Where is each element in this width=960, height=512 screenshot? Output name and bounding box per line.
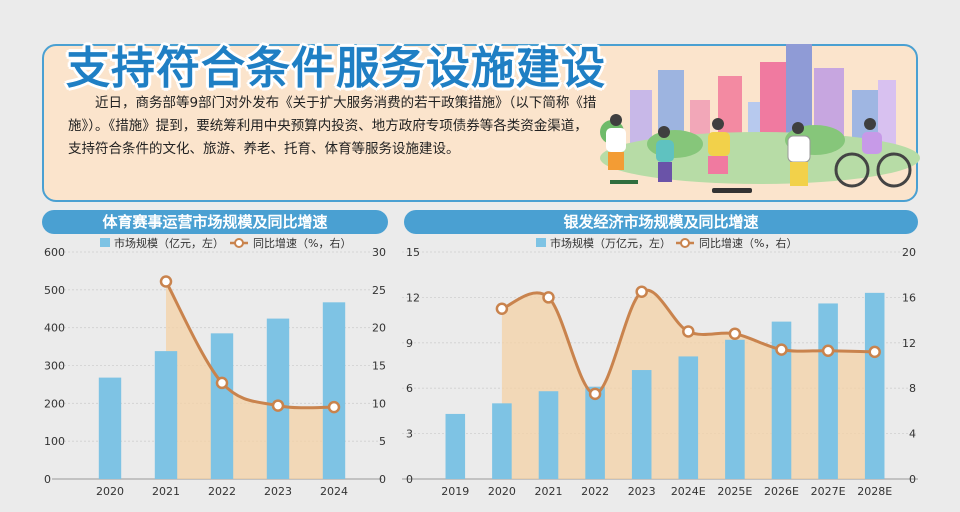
chart-title: 体育赛事运营市场规模及同比增速 (42, 210, 388, 234)
y-right-tick-label: 20 (902, 246, 916, 259)
bar (266, 318, 290, 479)
bar (678, 356, 699, 479)
y-left-tick-label: 6 (406, 382, 413, 395)
growth-point (327, 400, 341, 414)
y-left-tick-label: 400 (44, 322, 65, 335)
bar (210, 333, 234, 479)
y-right-tick-label: 0 (379, 473, 386, 486)
x-tick-label: 2020 (488, 485, 516, 498)
x-tick-label: 2022 (208, 485, 236, 498)
x-tick-label: 2022 (581, 485, 609, 498)
y-right-tick-label: 5 (379, 435, 386, 448)
x-tick-label: 2026E (764, 485, 799, 498)
x-tick-label: 2027E (811, 485, 846, 498)
y-left-tick-label: 300 (44, 360, 65, 373)
x-tick-label: 2025E (717, 485, 752, 498)
growth-point (495, 302, 509, 315)
x-tick-label: 2021 (535, 485, 563, 498)
y-right-tick-label: 15 (372, 360, 386, 373)
bar (585, 386, 605, 479)
y-right-tick-label: 30 (372, 246, 386, 259)
y-left-tick-label: 200 (44, 397, 65, 410)
silver-economy-chart-plot: 0 3 6 9 12 15 0 4 8 12 16 20 2019 2020 2021 2022 2023 202… (402, 236, 918, 498)
x-tick-label: 2023 (264, 485, 292, 498)
legend-bar-swatch (536, 238, 546, 247)
y-left-tick-label: 0 (44, 473, 51, 486)
growth-point (728, 327, 742, 340)
bar (631, 370, 652, 479)
y-left-tick-label: 12 (406, 291, 420, 304)
legend-bar-label: 市场规模（亿元，左） (114, 236, 224, 250)
y-left-tick-label: 9 (406, 337, 413, 350)
y-right-tick-label: 12 (902, 337, 916, 350)
growth-point (588, 387, 602, 401)
growth-point (821, 344, 835, 357)
bar (818, 303, 838, 479)
y-left-tick-label: 0 (406, 473, 413, 486)
growth-point (271, 399, 285, 412)
y-left-tick-label: 3 (406, 428, 413, 441)
sports-chart-plot: 0 100 200 300 400 500 600 0 5 10 15 20 25 30 2020 2021 2… (44, 236, 386, 498)
y-left-tick-label: 600 (44, 246, 65, 259)
x-tick-label: 2020 (96, 485, 124, 498)
bar (98, 377, 122, 479)
growth-point (635, 285, 648, 298)
y-right-tick-label: 8 (909, 382, 916, 395)
growth-point (159, 275, 173, 288)
chart-title: 银发经济市场规模及同比增速 (404, 210, 918, 234)
page-title: 支持符合条件服务设施建设 (66, 43, 606, 94)
bar (322, 302, 346, 479)
x-tick-label: 2024 (320, 485, 348, 498)
y-left-tick-label: 500 (44, 284, 65, 297)
y-right-tick-label: 10 (372, 397, 386, 410)
legend-bar-swatch (100, 238, 110, 247)
growth-line (164, 280, 335, 410)
intro-text: 近日，商务部等9部门对外发布《关于扩大服务消费的若干政策措施》（以下简称《措施》… (68, 95, 597, 157)
growth-point (215, 376, 229, 390)
x-tick-label: 2028E (857, 485, 892, 498)
y-right-tick-label: 0 (909, 473, 916, 486)
x-tick-label: 2021 (152, 485, 180, 498)
y-right-tick-label: 20 (372, 322, 386, 335)
bar (771, 321, 792, 479)
growth-point (682, 325, 695, 338)
bar (492, 403, 512, 479)
growth-line (501, 288, 875, 396)
legend-line-marker (234, 238, 244, 248)
legend-line-label: 同比增速（%，右） (699, 236, 797, 250)
legend-bar-label: 市场规模（万亿元，左） (550, 236, 671, 250)
x-tick-label: 2024E (671, 485, 706, 498)
silver-economy-chart: 银发经济市场规模及同比增速 0 3 6 9 12 15 0 4 8 12 16 20 2019 2020 2… (402, 210, 918, 500)
growth-point (775, 343, 788, 356)
y-right-tick-label: 25 (372, 284, 386, 297)
x-tick-label: 2019 (441, 485, 469, 498)
bar (538, 391, 559, 479)
sports-chart: 体育赛事运营市场规模及同比增速 0 100 200 300 400 500 600 0 5 10 1… (42, 210, 388, 500)
bar (864, 292, 885, 479)
city-sports-illustration (600, 44, 920, 193)
growth-point (868, 345, 881, 359)
growth-point (542, 291, 555, 304)
growth-area (166, 281, 334, 479)
bar (154, 351, 178, 479)
legend-line-marker (680, 238, 690, 248)
y-right-tick-label: 16 (902, 291, 916, 304)
bar (725, 339, 745, 479)
bar (445, 413, 466, 479)
x-tick-label: 2023 (628, 485, 656, 498)
y-left-tick-label: 15 (406, 246, 420, 259)
y-left-tick-label: 100 (44, 435, 65, 448)
y-right-tick-label: 4 (909, 428, 916, 441)
legend-line-label: 同比增速（%，右） (253, 236, 351, 250)
